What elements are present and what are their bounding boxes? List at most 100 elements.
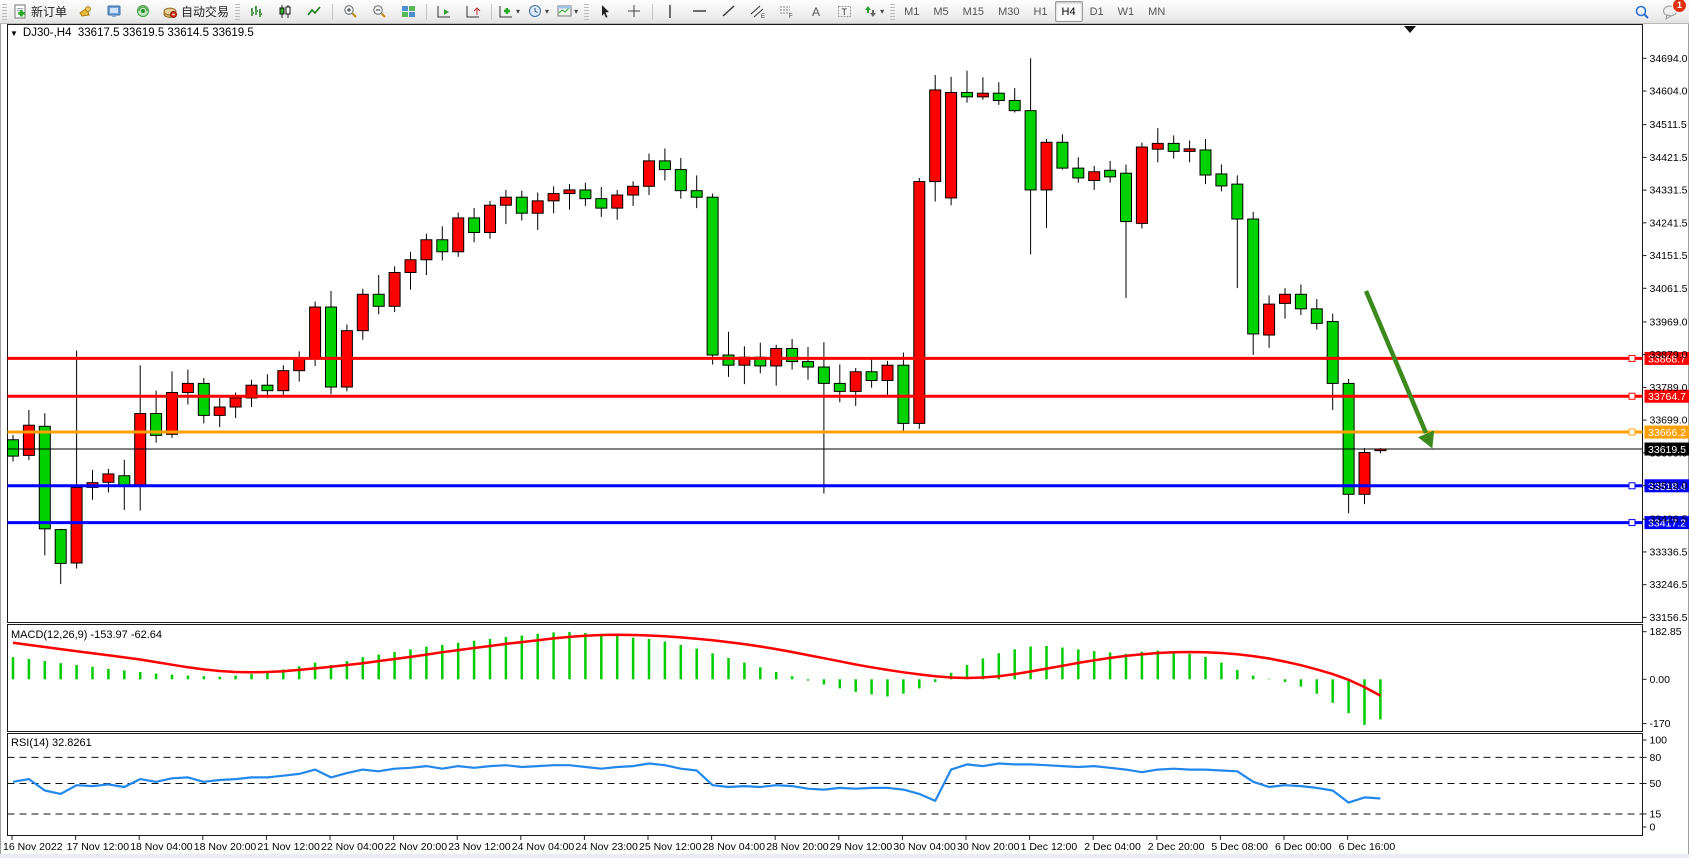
- autotrade-button[interactable]: 自动交易: [159, 1, 232, 22]
- text-tool-button[interactable]: A: [802, 1, 829, 22]
- periods-button[interactable]: ▾: [525, 1, 552, 22]
- zoom-out-button[interactable]: [366, 1, 393, 22]
- price-line-label: 33417.2: [1644, 516, 1689, 530]
- chevron-down-icon: ▾: [545, 7, 550, 16]
- candle-body: [70, 486, 83, 564]
- horizontal-line-object[interactable]: [7, 482, 1643, 490]
- arrows-tool-button[interactable]: ▾: [860, 1, 887, 22]
- horizontal-line-object[interactable]: [7, 354, 1643, 362]
- svg-text:33246.5: 33246.5: [1650, 579, 1688, 591]
- svg-text:33699.0: 33699.0: [1650, 415, 1688, 427]
- horn-icon: [79, 6, 91, 17]
- cursor-tool-button[interactable]: [592, 1, 619, 22]
- line-handle[interactable]: [1628, 519, 1636, 527]
- indicators-button[interactable]: ▾: [496, 1, 523, 22]
- candle-body: [499, 196, 512, 206]
- chart-menu-triangle-icon[interactable]: ▼: [10, 29, 18, 38]
- line-chart-button[interactable]: [301, 1, 328, 22]
- candle-body: [309, 306, 322, 359]
- tile-windows-button[interactable]: [395, 1, 422, 22]
- candle-chart-icon: [279, 5, 291, 18]
- candle-body: [945, 91, 958, 199]
- candle-body: [166, 391, 178, 435]
- channel-tool-button[interactable]: E: [744, 1, 771, 22]
- line-handle[interactable]: [1628, 354, 1636, 362]
- candle-body: [865, 371, 878, 381]
- candle-body: [1215, 173, 1228, 187]
- chart-symbol-period: DJ30-,H4: [22, 27, 72, 39]
- candle-body: [627, 185, 640, 196]
- candle-body: [531, 200, 544, 214]
- timeframe-button-mn[interactable]: MN: [1148, 5, 1166, 18]
- broadcast-button[interactable]: [130, 1, 157, 22]
- timeframe-button-h4[interactable]: H4: [1054, 1, 1083, 22]
- candle-body: [690, 190, 703, 198]
- autotrade-label: 自动交易: [181, 5, 230, 19]
- macd-indicator: [11, 631, 1382, 725]
- candle-body: [913, 181, 926, 424]
- candle-body: [1024, 110, 1037, 191]
- new-order-button[interactable]: 新订单: [10, 1, 70, 22]
- candle-body: [961, 91, 973, 98]
- candle-body: [1263, 303, 1276, 336]
- line-handle[interactable]: [1628, 482, 1636, 490]
- svg-text:34511.5: 34511.5: [1650, 119, 1687, 131]
- bar-chart-icon: [251, 6, 263, 17]
- candle-body: [595, 198, 608, 209]
- separator: [491, 3, 493, 20]
- timeframe-button-m30[interactable]: M30: [998, 5, 1020, 18]
- svg-text:25 Nov 12:00: 25 Nov 12:00: [639, 841, 702, 853]
- candle-body: [261, 384, 274, 392]
- notifications-button[interactable]: 1: [1657, 0, 1687, 22]
- candle-chart-button[interactable]: [272, 1, 299, 22]
- timeframe-button-w1[interactable]: W1: [1117, 5, 1135, 18]
- new-order-label: 新订单: [31, 5, 68, 19]
- svg-text:29 Nov 12:00: 29 Nov 12:00: [830, 841, 893, 853]
- svg-text:24 Nov 04:00: 24 Nov 04:00: [512, 841, 575, 853]
- autotrade-icon: [163, 7, 178, 18]
- text-label-icon: T: [837, 6, 851, 17]
- auto-scroll-icon: [437, 6, 451, 18]
- chart-shift-button[interactable]: [460, 1, 487, 22]
- candle-body: [7, 439, 19, 457]
- candle-body: [1231, 183, 1244, 220]
- timeframe-button-m15[interactable]: M15: [962, 5, 985, 18]
- horizontal-line-object[interactable]: [7, 392, 1643, 400]
- svg-text:33666.2: 33666.2: [1648, 427, 1686, 439]
- svg-text:34241.5: 34241.5: [1650, 217, 1688, 229]
- rsi-label: RSI(14) 32.8261: [11, 737, 92, 749]
- candle-body: [1279, 293, 1291, 304]
- candle-body: [976, 92, 989, 98]
- bar-chart-button[interactable]: [243, 1, 270, 22]
- horizontal-line-tool-button[interactable]: [686, 1, 713, 22]
- auto-scroll-button[interactable]: [431, 1, 458, 22]
- toolbar-grip: [584, 3, 590, 20]
- trend-arrow-object[interactable]: [1363, 290, 1435, 449]
- arrowhead: [1418, 430, 1435, 449]
- vertical-line-tool-button[interactable]: [657, 1, 684, 22]
- templates-button[interactable]: ▾: [554, 1, 581, 22]
- trendline-tool-button[interactable]: [715, 1, 742, 22]
- fibonacci-tool-button[interactable]: F: [773, 1, 800, 22]
- candle-body: [658, 160, 671, 171]
- price-alert-button[interactable]: [72, 1, 99, 22]
- line-handle[interactable]: [1628, 392, 1636, 400]
- chart-shift-marker-icon[interactable]: [1404, 26, 1416, 33]
- timeframe-button-m5[interactable]: M5: [933, 5, 949, 18]
- timeframe-button-h1[interactable]: H1: [1033, 5, 1048, 18]
- zoom-in-button[interactable]: [337, 1, 364, 22]
- line-handle[interactable]: [1628, 428, 1636, 436]
- timeframe-button-d1[interactable]: D1: [1089, 5, 1104, 18]
- crosshair-tool-button[interactable]: [621, 1, 648, 22]
- candle-body: [372, 293, 385, 307]
- horizontal-line-object[interactable]: [7, 428, 1643, 436]
- trendline-icon: [722, 5, 735, 17]
- horizontal-line-object[interactable]: [7, 519, 1643, 527]
- market-watch-button[interactable]: [101, 1, 128, 22]
- timeframe-button-m1[interactable]: M1: [904, 5, 920, 18]
- svg-text:6 Dec 00:00: 6 Dec 00:00: [1275, 841, 1332, 853]
- label-tool-button[interactable]: T: [831, 1, 858, 22]
- search-button[interactable]: [1628, 1, 1655, 22]
